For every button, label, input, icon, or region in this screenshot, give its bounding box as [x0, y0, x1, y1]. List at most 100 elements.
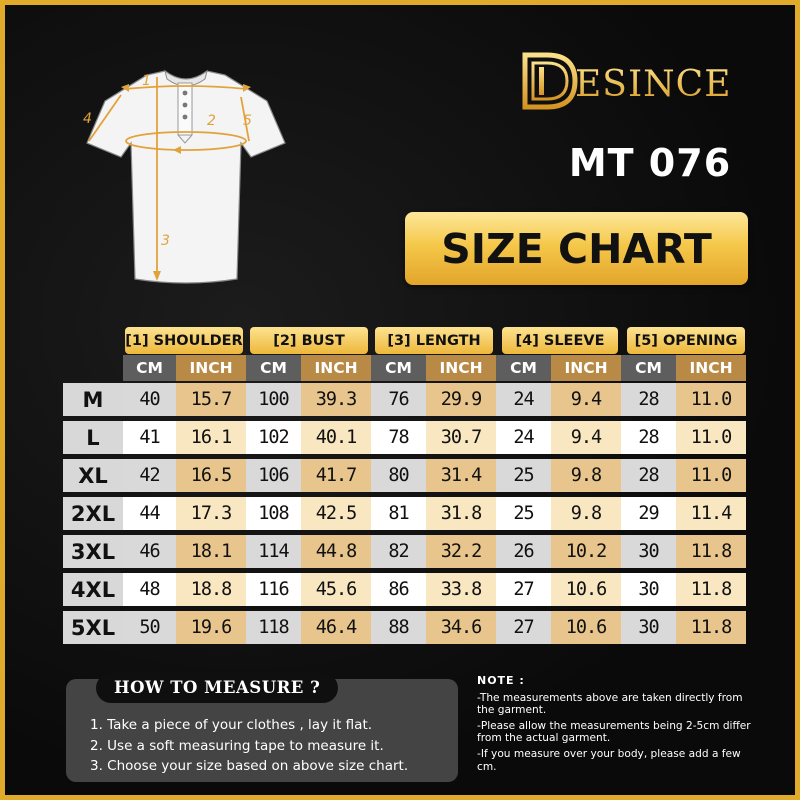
inch-value-cell: 45.6 [301, 573, 371, 606]
inch-value-cell: 10.6 [551, 573, 621, 606]
inch-value-cell: 33.8 [426, 573, 496, 606]
cm-value-cell: 78 [371, 421, 427, 454]
measure-label-3: 3 [161, 233, 170, 249]
cm-value-cell: 102 [246, 421, 302, 454]
note-line: -If you measure over your body, please a… [477, 747, 741, 773]
inch-value-cell: 9.4 [551, 383, 621, 416]
how-to-measure-title: HOW TO MEASURE ? [96, 673, 339, 703]
cm-header: CM [621, 355, 676, 381]
measure-label-5: 5 [243, 113, 252, 129]
cm-value-cell: 118 [246, 611, 302, 644]
cm-value-cell: 81 [371, 497, 427, 530]
inch-value-cell: 31.4 [426, 459, 496, 492]
size-label: 2XL [63, 497, 123, 530]
inch-value-cell: 10.2 [551, 535, 621, 568]
cm-value-cell: 25 [496, 497, 552, 530]
inch-value-cell: 40.1 [301, 421, 371, 454]
size-label: 5XL [63, 611, 123, 644]
cm-value-cell: 30 [621, 611, 677, 644]
brand: ESINCE [517, 49, 732, 113]
note-line: -The measurements above are taken direct… [477, 691, 743, 717]
how-step: 1. Take a piece of your clothes , lay it… [90, 717, 373, 733]
inch-value-cell: 11.0 [676, 421, 746, 454]
how-to-measure-box: HOW TO MEASURE ? 1. Take a piece of your… [66, 673, 458, 782]
cm-value-cell: 50 [123, 611, 177, 644]
cm-value-cell: 40 [123, 383, 177, 416]
brand-name: ESINCE [575, 63, 732, 105]
inch-value-cell: 11.8 [676, 535, 746, 568]
cm-value-cell: 27 [496, 573, 552, 606]
size-label: 3XL [63, 535, 123, 568]
inch-header: INCH [176, 355, 246, 381]
group-header: [3] LENGTH [375, 327, 493, 354]
cm-value-cell: 26 [496, 535, 552, 568]
inch-value-cell: 9.4 [551, 421, 621, 454]
cm-value-cell: 44 [123, 497, 177, 530]
inch-value-cell: 34.6 [426, 611, 496, 644]
cm-value-cell: 108 [246, 497, 302, 530]
inch-header: INCH [426, 355, 496, 381]
inch-value-cell: 10.6 [551, 611, 621, 644]
inch-value-cell: 41.7 [301, 459, 371, 492]
group-header: [1] SHOULDER [125, 327, 243, 354]
group-header: [5] OPENING [627, 327, 745, 354]
cm-value-cell: 28 [621, 421, 677, 454]
cm-header: CM [246, 355, 301, 381]
inch-value-cell: 11.8 [676, 573, 746, 606]
cm-value-cell: 100 [246, 383, 302, 416]
tshirt-measurement-diagram: 1 2 3 4 5 [83, 69, 286, 284]
inch-value-cell: 16.5 [176, 459, 246, 492]
note-section: NOTE : -The measurements above are taken… [477, 674, 753, 776]
product-model: MT 076 [568, 141, 732, 185]
inch-value-cell: 32.2 [426, 535, 496, 568]
note-title: NOTE : [477, 674, 525, 687]
how-step: 3. Choose your size based on above size … [90, 758, 409, 774]
size-label: M [63, 383, 123, 416]
cm-value-cell: 82 [371, 535, 427, 568]
cm-value-cell: 76 [371, 383, 427, 416]
cm-value-cell: 30 [621, 535, 677, 568]
cm-value-cell: 24 [496, 421, 552, 454]
measure-label-1: 1 [142, 73, 151, 89]
inch-value-cell: 11.0 [676, 459, 746, 492]
inch-value-cell: 42.5 [301, 497, 371, 530]
inch-value-cell: 11.4 [676, 497, 746, 530]
cm-value-cell: 28 [621, 383, 677, 416]
size-label: XL [63, 459, 123, 492]
cm-value-cell: 46 [123, 535, 177, 568]
measure-label-2: 2 [207, 113, 216, 129]
inch-value-cell: 30.7 [426, 421, 496, 454]
cm-header: CM [371, 355, 426, 381]
inch-header: INCH [551, 355, 621, 381]
cm-value-cell: 114 [246, 535, 302, 568]
inch-value-cell: 31.8 [426, 497, 496, 530]
inch-value-cell: 11.8 [676, 611, 746, 644]
measure-label-4: 4 [83, 111, 92, 127]
inch-value-cell: 16.1 [176, 421, 246, 454]
size-chart-title: SIZE CHART [405, 212, 748, 285]
note-line: -Please allow the measurements being 2-5… [477, 719, 751, 745]
inch-value-cell: 17.3 [176, 497, 246, 530]
cm-value-cell: 27 [496, 611, 552, 644]
size-label: 4XL [63, 573, 123, 606]
inch-value-cell: 9.8 [551, 497, 621, 530]
inch-value-cell: 18.8 [176, 573, 246, 606]
inch-value-cell: 44.8 [301, 535, 371, 568]
group-header: [4] SLEEVE [502, 327, 618, 354]
size-label: L [63, 421, 123, 454]
how-to-measure-steps: 1. Take a piece of your clothes , lay it… [90, 715, 408, 777]
inch-value-cell: 9.8 [551, 459, 621, 492]
cm-value-cell: 30 [621, 573, 677, 606]
cm-value-cell: 41 [123, 421, 177, 454]
cm-header: CM [496, 355, 551, 381]
inch-value-cell: 11.0 [676, 383, 746, 416]
inch-value-cell: 29.9 [426, 383, 496, 416]
cm-value-cell: 80 [371, 459, 427, 492]
cm-value-cell: 25 [496, 459, 552, 492]
cm-value-cell: 42 [123, 459, 177, 492]
inch-value-cell: 46.4 [301, 611, 371, 644]
cm-value-cell: 29 [621, 497, 677, 530]
cm-value-cell: 106 [246, 459, 302, 492]
inch-value-cell: 15.7 [176, 383, 246, 416]
